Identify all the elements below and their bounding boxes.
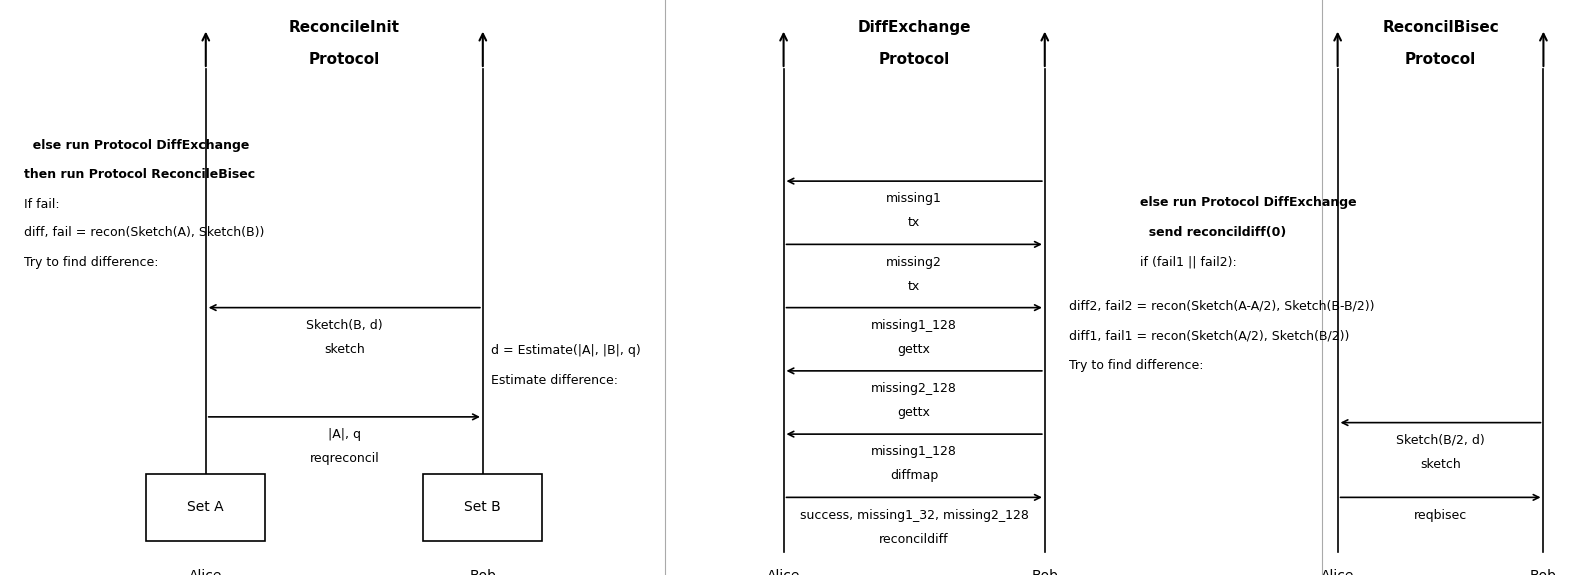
Text: Bob: Bob: [469, 569, 497, 575]
Bar: [146, 474, 264, 540]
Text: |A|, q: |A|, q: [328, 428, 361, 441]
Text: d = Estimate(|A|, |B|, q): d = Estimate(|A|, |B|, q): [491, 344, 641, 357]
Text: gettx: gettx: [898, 406, 931, 419]
Text: Set A: Set A: [187, 500, 225, 515]
Text: diffmap: diffmap: [890, 469, 939, 482]
Text: reconcildiff: reconcildiff: [880, 532, 948, 546]
Text: else run Protocol DiffExchange: else run Protocol DiffExchange: [1140, 196, 1357, 209]
Text: Sketch(B/2, d): Sketch(B/2, d): [1396, 434, 1485, 447]
Text: diff, fail = recon(Sketch(A), Sketch(B)): diff, fail = recon(Sketch(A), Sketch(B)): [24, 226, 264, 239]
Text: Alice: Alice: [1320, 569, 1355, 575]
Text: Alice: Alice: [766, 569, 801, 575]
Text: missing1: missing1: [886, 192, 942, 205]
Text: reqreconcil: reqreconcil: [309, 452, 380, 465]
Text: Protocol: Protocol: [1404, 52, 1477, 67]
Text: missing1_128: missing1_128: [871, 319, 958, 332]
Text: Protocol: Protocol: [309, 52, 380, 67]
Text: missing2_128: missing2_128: [871, 382, 958, 395]
Text: sketch: sketch: [1420, 458, 1461, 471]
Text: success, missing1_32, missing2_128: success, missing1_32, missing2_128: [799, 508, 1029, 522]
Text: else run Protocol DiffExchange: else run Protocol DiffExchange: [24, 139, 249, 152]
Text: Try to find difference:: Try to find difference:: [1069, 359, 1203, 373]
Text: diff2, fail2 = recon(Sketch(A-A/2), Sketch(B-B/2)): diff2, fail2 = recon(Sketch(A-A/2), Sket…: [1069, 300, 1374, 313]
Text: send reconcildiff(0): send reconcildiff(0): [1140, 226, 1285, 239]
Text: Sketch(B, d): Sketch(B, d): [306, 319, 383, 332]
Text: tx: tx: [909, 216, 920, 229]
Text: missing2: missing2: [886, 255, 942, 269]
Text: ReconcilBisec: ReconcilBisec: [1382, 20, 1499, 35]
Text: reqbisec: reqbisec: [1414, 508, 1467, 522]
Text: DiffExchange: DiffExchange: [858, 20, 970, 35]
Text: ReconcileInit: ReconcileInit: [288, 20, 400, 35]
Text: Set B: Set B: [464, 500, 502, 515]
Text: sketch: sketch: [325, 343, 364, 356]
Bar: [424, 474, 541, 540]
Text: tx: tx: [909, 279, 920, 293]
Text: If fail:: If fail:: [24, 198, 60, 212]
Text: Alice: Alice: [188, 569, 223, 575]
Text: if (fail1 || fail2):: if (fail1 || fail2):: [1140, 256, 1236, 269]
Text: diff1, fail1 = recon(Sketch(A/2), Sketch(B/2)): diff1, fail1 = recon(Sketch(A/2), Sketch…: [1069, 329, 1349, 343]
Text: gettx: gettx: [898, 343, 931, 356]
Text: Protocol: Protocol: [879, 52, 950, 67]
Text: Bob: Bob: [1031, 569, 1059, 575]
Text: Try to find difference:: Try to find difference:: [24, 256, 158, 269]
Text: then run Protocol ReconcileBisec: then run Protocol ReconcileBisec: [24, 168, 255, 182]
Text: missing1_128: missing1_128: [871, 445, 958, 458]
Text: Bob: Bob: [1529, 569, 1558, 575]
Text: Estimate difference:: Estimate difference:: [491, 374, 617, 387]
